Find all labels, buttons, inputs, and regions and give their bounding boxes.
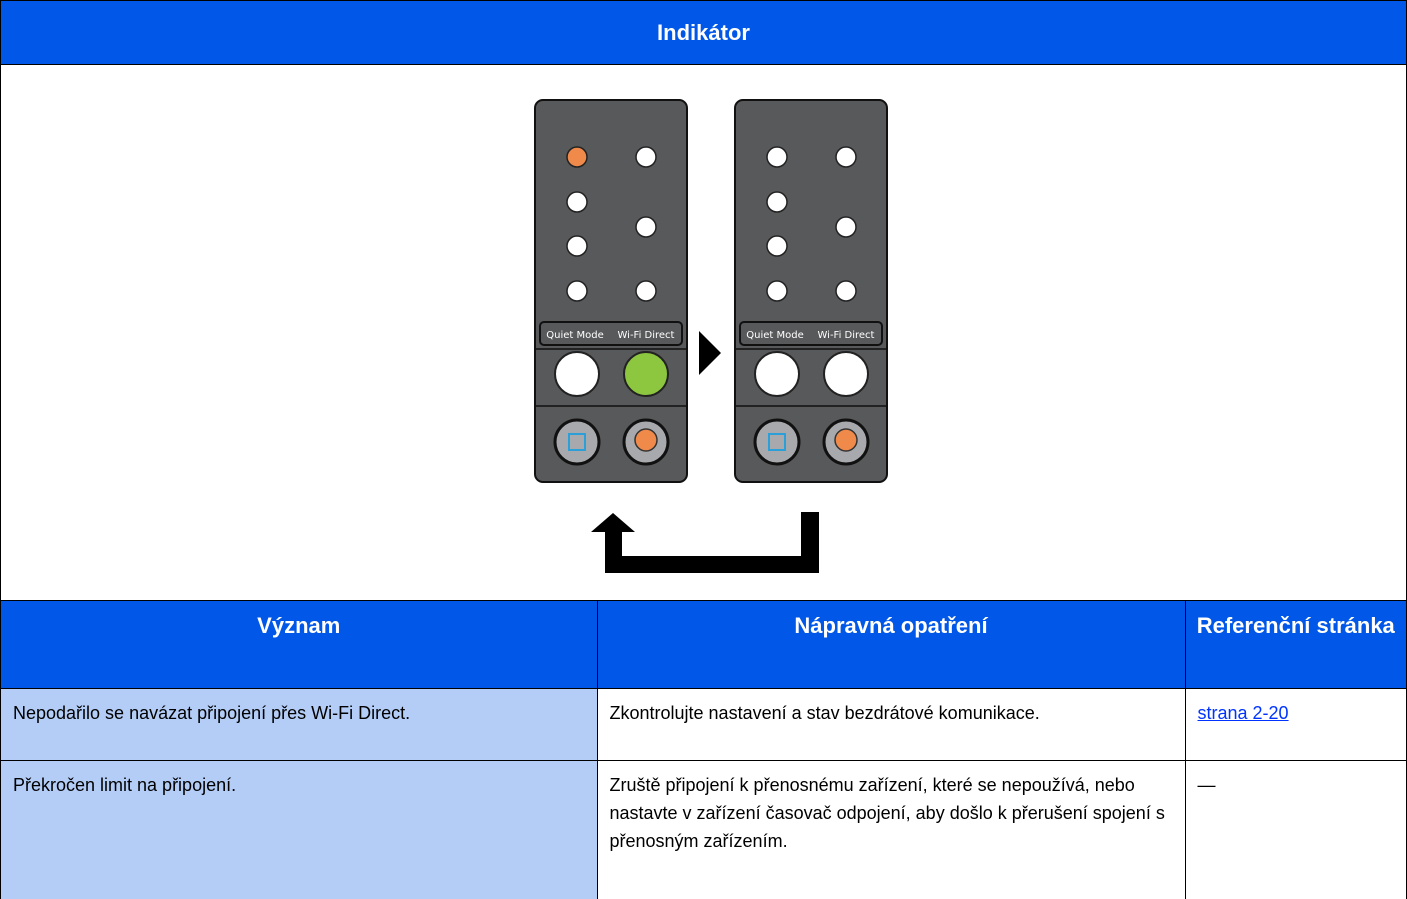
- indicator-light: [835, 216, 857, 238]
- indicator-light: [566, 235, 588, 257]
- quiet-button: [754, 351, 800, 397]
- button-label: Quiet Mode: [746, 330, 804, 341]
- control-panel: Quiet Mode Wi-Fi Direct: [534, 99, 688, 483]
- button-label: Wi-Fi Direct: [818, 330, 875, 341]
- indicator-light: [766, 146, 788, 168]
- control-panel: Quiet Mode Wi-Fi Direct: [734, 99, 888, 483]
- return-arrow: [605, 512, 819, 573]
- illustration: Quiet Mode Wi-Fi Direct Quiet Mode Wi-Fi Di…: [1, 65, 1406, 601]
- panel-body: [734, 99, 888, 483]
- indicator-light: [766, 280, 788, 302]
- arrow-head: [591, 513, 635, 532]
- indicator-light: [566, 146, 588, 168]
- go-button: [553, 418, 601, 466]
- column-header: Význam: [1, 601, 598, 689]
- header-title: Indikátor: [1, 0, 1406, 65]
- indicator-light: [766, 191, 788, 213]
- column-header: Referenční stránka: [1184, 601, 1406, 689]
- table-cell: Zkontrolujte nastavení a stav bezdrátové…: [596, 687, 1186, 761]
- indicator-light: [835, 280, 857, 302]
- label-strip: [539, 321, 683, 346]
- page-link[interactable]: strana 2-20: [1197, 702, 1289, 723]
- indicator-light: [835, 146, 857, 168]
- go-icon: [568, 433, 586, 451]
- button-label: Quiet Mode: [546, 330, 604, 341]
- indicator-light: [766, 235, 788, 257]
- wifi-button: [623, 351, 669, 397]
- table-cell: strana 2-20: [1184, 687, 1406, 761]
- table-cell: Nepodařilo se navázat připojení přes Wi-…: [1, 687, 598, 761]
- stop-icon: [834, 428, 858, 452]
- wifi-button: [823, 351, 869, 397]
- indicator-light: [566, 280, 588, 302]
- go-icon: [768, 433, 786, 451]
- table-row: Nepodařilo se navázat připojení přes Wi-…: [1, 687, 1406, 761]
- indicator-light: [635, 146, 657, 168]
- quiet-button: [554, 351, 600, 397]
- column-header: Nápravná opatření: [596, 601, 1186, 689]
- panel-body: [534, 99, 688, 483]
- indicator-light: [635, 216, 657, 238]
- indicator-light: [635, 280, 657, 302]
- go-button: [753, 418, 801, 466]
- table-cell: —: [1184, 759, 1406, 899]
- table-cell: Zruště připojení k přenosnému zařízení, …: [596, 759, 1186, 899]
- stop-icon: [634, 428, 658, 452]
- button-label: Wi-Fi Direct: [618, 330, 675, 341]
- arrow-right: [699, 331, 721, 375]
- panel-illustration: Quiet Mode Wi-Fi Direct Quiet Mode Wi-Fi Di…: [534, 99, 888, 573]
- label-strip: [739, 321, 883, 346]
- table-row: Překročen limit na připojení. Zruště přip…: [1, 759, 1406, 899]
- table: Význam Nápravná opatření Referenční strá…: [1, 601, 1406, 899]
- indicator-light: [566, 191, 588, 213]
- table-cell: Překročen limit na připojení.: [1, 759, 598, 899]
